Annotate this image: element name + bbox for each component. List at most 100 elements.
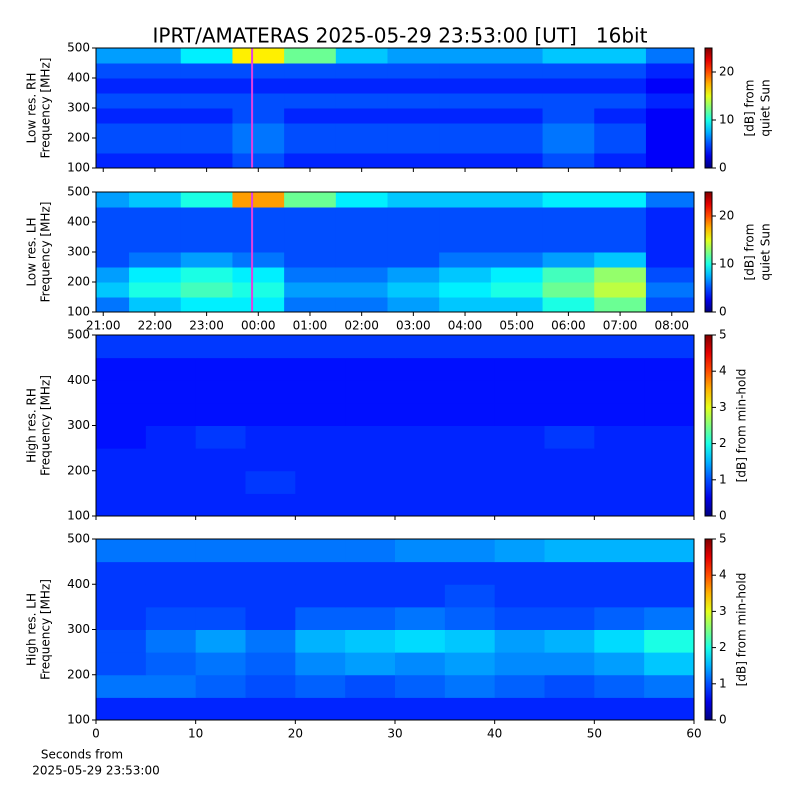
heat-cell [245, 425, 296, 449]
heat-cell [145, 493, 197, 517]
heat-cell [295, 402, 346, 426]
heat-cell [490, 108, 544, 124]
heat-cell [444, 584, 496, 608]
heat-cell [195, 674, 246, 698]
heat-cell [395, 402, 446, 426]
heat-cell [594, 697, 645, 721]
heat-cell [345, 584, 396, 608]
heat-cell [345, 335, 396, 359]
heat-cell [180, 252, 233, 268]
heat-cell [145, 402, 197, 426]
heat-cell [335, 267, 389, 283]
heat-cell [444, 357, 496, 381]
heat-cell [96, 448, 147, 472]
heat-cell [542, 222, 595, 238]
heat-cell [395, 470, 446, 494]
heat-cell [295, 380, 346, 404]
heat-cell [284, 48, 337, 64]
heat-cell [180, 192, 233, 208]
heat-cell [594, 335, 645, 359]
heat-cell [494, 539, 545, 563]
heat-cell [129, 153, 182, 169]
heat-cell [195, 335, 246, 359]
heat-cell [544, 539, 595, 563]
heat-cell [387, 207, 440, 223]
heat-cell [444, 493, 496, 517]
heat-cell [387, 267, 440, 283]
heat-cell [439, 267, 492, 283]
heat-cell [295, 606, 346, 630]
x-tick-label: 08:00 [654, 319, 689, 333]
heat-cell [444, 448, 496, 472]
heat-cell [145, 425, 197, 449]
heat-cell [232, 63, 285, 79]
heat-cell [245, 652, 296, 676]
heat-cell [594, 237, 647, 253]
heat-cell [594, 207, 647, 223]
heat-cell [494, 493, 545, 517]
heat-cell [245, 470, 296, 494]
heat-cell [594, 357, 645, 381]
colorbar-tick-label: 20 [719, 65, 734, 79]
heat-cell [96, 252, 130, 268]
y-axis-label: Frequency [MHz] [39, 579, 53, 680]
heat-cell [295, 539, 346, 563]
heat-cell [284, 267, 337, 283]
x-tick-label: 21:00 [86, 319, 121, 333]
colorbar-label: quiet Sun [759, 79, 773, 136]
y-tick-label: 200 [67, 463, 90, 477]
heat-cell [544, 674, 595, 698]
colorbar-label: [dB] from [743, 224, 757, 281]
heat-cell [594, 48, 647, 64]
heat-cell [439, 138, 492, 154]
heat-cell [644, 697, 695, 721]
heat-cell [145, 470, 197, 494]
figure-title: IPRT/AMATERAS 2025-05-29 23:53:00 [UT] 1… [153, 24, 648, 48]
heat-cell [284, 63, 337, 79]
heat-cell [542, 78, 595, 94]
heat-cell [284, 93, 337, 109]
heat-cell [395, 629, 446, 653]
heat-cell [345, 357, 396, 381]
y-tick-label: 400 [67, 215, 90, 229]
heat-cell [295, 335, 346, 359]
colorbar-label: [dB] from min-hold [735, 369, 749, 483]
colorbar-tick-label: 4 [719, 568, 727, 582]
heat-cell [444, 402, 496, 426]
heat-cell [544, 357, 595, 381]
colorbar-tick-label: 0 [719, 161, 727, 175]
heat-cell [345, 380, 396, 404]
colorbar-tick-label: 3 [719, 400, 727, 414]
heat-cell [494, 674, 545, 698]
y-tick-label: 100 [67, 305, 90, 319]
heat-cell [96, 561, 147, 585]
heat-cell [96, 153, 130, 169]
heat-cell [180, 108, 233, 124]
heat-cell [490, 138, 544, 154]
heat-cell [444, 425, 496, 449]
heat-cell [335, 108, 389, 124]
heat-cell [594, 561, 645, 585]
heat-cell [145, 697, 197, 721]
heat-cell [544, 402, 595, 426]
heat-cell [444, 606, 496, 630]
heat-cell [644, 629, 695, 653]
heat-cell [195, 380, 246, 404]
heat-cell [180, 237, 233, 253]
heat-cell [96, 78, 130, 94]
y-axis-label: Low res. RH [25, 73, 39, 144]
x-tick-label: 07:00 [603, 319, 638, 333]
heat-cell [544, 470, 595, 494]
x-tick-label: 02:00 [344, 319, 379, 333]
heat-cell [594, 629, 645, 653]
heat-cell [245, 539, 296, 563]
heat-cell [195, 357, 246, 381]
heat-cell [284, 192, 337, 208]
x-tick-label: 10 [188, 727, 203, 741]
heat-cell [245, 335, 296, 359]
colorbar-tick-label: 20 [719, 209, 734, 223]
heat-cell [395, 584, 446, 608]
heat-cell [335, 192, 389, 208]
heat-cell [145, 674, 197, 698]
heat-cell [96, 192, 130, 208]
